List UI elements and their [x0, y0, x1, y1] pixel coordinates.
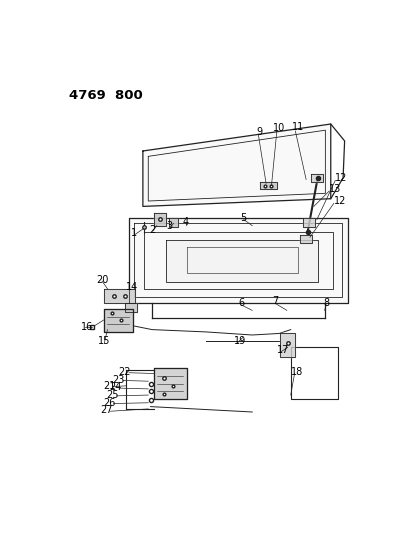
Polygon shape: [125, 303, 137, 312]
Polygon shape: [300, 235, 312, 243]
Polygon shape: [311, 174, 323, 182]
Polygon shape: [280, 334, 295, 357]
Text: 4: 4: [183, 217, 189, 227]
Text: 25: 25: [106, 390, 118, 400]
Text: 10: 10: [273, 123, 285, 133]
Polygon shape: [154, 368, 187, 399]
Text: 12: 12: [334, 196, 346, 206]
Text: 15: 15: [98, 336, 111, 346]
Text: 20: 20: [97, 274, 109, 285]
Text: 16: 16: [81, 322, 93, 332]
Polygon shape: [260, 182, 277, 189]
Polygon shape: [166, 239, 318, 282]
Text: 27: 27: [100, 406, 112, 415]
Text: 5: 5: [241, 213, 247, 223]
Text: 17: 17: [277, 345, 289, 356]
Text: 11: 11: [292, 122, 304, 132]
Polygon shape: [104, 309, 133, 332]
Polygon shape: [154, 213, 166, 225]
Text: 12: 12: [335, 173, 348, 183]
Text: 7: 7: [272, 296, 279, 306]
Text: 3: 3: [166, 221, 172, 231]
Text: 18: 18: [291, 367, 303, 377]
Polygon shape: [303, 218, 315, 227]
Text: 9: 9: [256, 127, 262, 137]
Text: 23: 23: [112, 375, 124, 385]
Text: 2: 2: [149, 224, 155, 235]
Text: 13: 13: [329, 184, 341, 193]
Text: 6: 6: [238, 297, 244, 308]
Polygon shape: [104, 289, 135, 303]
Text: 4769  800: 4769 800: [69, 90, 143, 102]
Text: 14: 14: [126, 282, 138, 292]
Polygon shape: [143, 124, 331, 206]
Polygon shape: [169, 218, 178, 227]
Polygon shape: [129, 218, 348, 303]
Text: 22: 22: [118, 367, 131, 377]
Text: 1: 1: [131, 228, 137, 238]
Text: 8: 8: [323, 297, 329, 308]
Text: 19: 19: [234, 336, 246, 346]
Text: 21: 21: [103, 381, 115, 391]
Text: 26: 26: [103, 398, 115, 408]
Text: 24: 24: [109, 382, 121, 392]
